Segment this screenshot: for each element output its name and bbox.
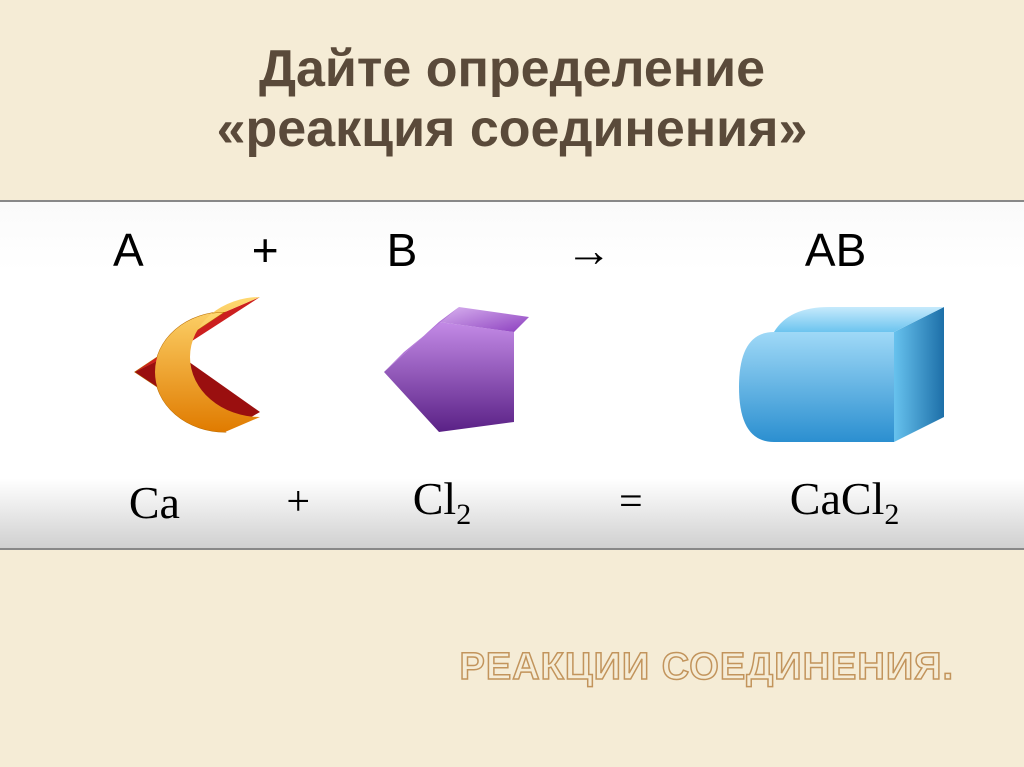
pentagon-prism-icon xyxy=(369,292,539,452)
schematic-AB: AB xyxy=(736,223,936,277)
eq-Cl2: Cl2 xyxy=(367,472,517,532)
schematic-B: B xyxy=(362,223,442,277)
schematic-equation: A + B → AB xyxy=(60,222,964,277)
eq-equals: = xyxy=(556,478,706,526)
wedge-prism-icon xyxy=(75,287,295,457)
eq-plus: + xyxy=(268,478,328,526)
shape-A xyxy=(60,282,310,462)
title-line-1: Дайте определение xyxy=(0,40,1024,100)
footer-text-outline: РЕАКЦИИ СОЕДИНЕНИЯ. xyxy=(344,637,964,692)
footer-text: РЕАКЦИИ СОЕДИНЕНИЯ. xyxy=(460,646,954,688)
footer-caption: РЕАКЦИИ СОЕДИНЕНИЯ. xyxy=(344,637,964,697)
eq-Ca: Ca xyxy=(79,476,229,529)
title-line-2: «реакция соединения» xyxy=(0,100,1024,160)
shape-AB xyxy=(714,282,964,462)
eq-CaCl2: CaCl2 xyxy=(745,472,945,532)
shape-B xyxy=(368,282,541,462)
chemical-equation: Ca + Cl2 = CaCl2 xyxy=(60,467,964,537)
slide-title: Дайте определение «реакция соединения» xyxy=(0,0,1024,160)
rounded-cube-icon xyxy=(719,282,959,462)
reaction-diagram-panel: A + B → AB xyxy=(0,200,1024,550)
shapes-row xyxy=(60,277,964,467)
schematic-A: A xyxy=(88,223,168,277)
schematic-arrow: → xyxy=(499,223,679,277)
schematic-plus: + xyxy=(225,223,305,277)
